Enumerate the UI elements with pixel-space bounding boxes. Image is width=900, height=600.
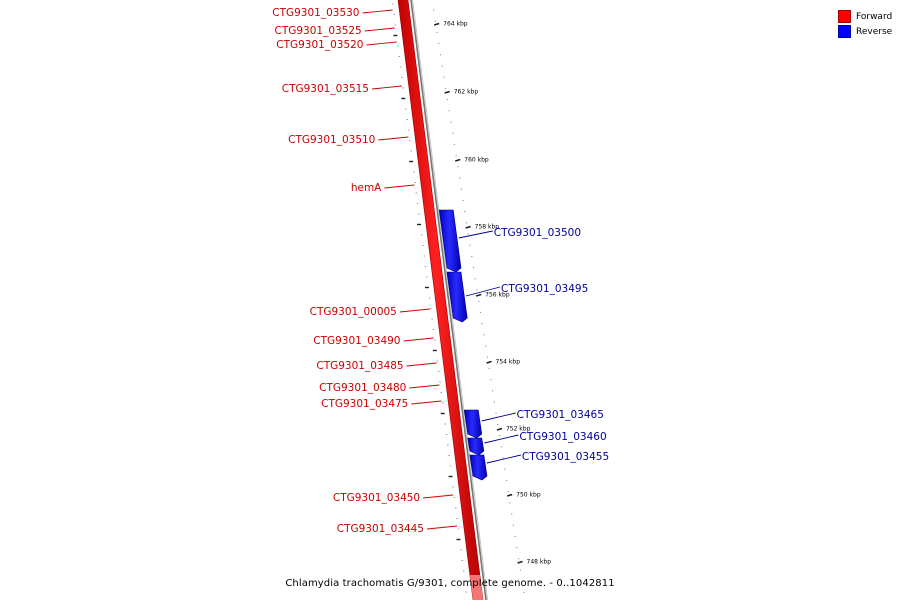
forward-gene-label[interactable]: CTG9301_03445 xyxy=(337,523,424,535)
reverse-gene-leader xyxy=(458,230,493,239)
forward-gene-leader xyxy=(423,494,454,499)
scale-label: 764 kbp xyxy=(443,21,468,28)
scale-label: 752 kbp xyxy=(506,426,531,433)
forward-gene-leader xyxy=(371,85,403,90)
genome-axis-line xyxy=(410,0,487,600)
legend-label-reverse: Reverse xyxy=(856,26,893,37)
reverse-gene-block[interactable] xyxy=(446,271,468,323)
scale-major-tick xyxy=(506,493,513,497)
genome-axis-shadow xyxy=(412,0,489,600)
scale-label: 748 kbp xyxy=(527,559,552,566)
reverse-swatch-icon xyxy=(838,25,851,38)
forward-gene-label[interactable]: CTG9301_03530 xyxy=(272,7,359,19)
forward-gene-label[interactable]: CTG9301_03475 xyxy=(321,398,408,410)
reverse-gene-block[interactable] xyxy=(467,437,485,456)
forward-gene-leader xyxy=(409,384,440,389)
forward-strand-band xyxy=(397,0,484,600)
reverse-gene-block[interactable] xyxy=(469,454,488,481)
scale-major-tick xyxy=(475,293,482,297)
forward-gene-leader xyxy=(362,9,393,14)
reverse-gene-label[interactable]: CTG9301_03495 xyxy=(501,283,588,295)
reverse-gene-block[interactable] xyxy=(463,409,483,439)
reverse-gene-leader xyxy=(481,412,516,422)
forward-strand-fade xyxy=(469,575,483,600)
scale-major-tick xyxy=(517,560,523,564)
scale-major-tick xyxy=(465,225,471,229)
forward-gene-leader xyxy=(411,400,442,405)
forward-gene-label[interactable]: CTG9301_00005 xyxy=(310,306,397,318)
scale-label: 758 kbp xyxy=(475,224,500,231)
scale-major-tick xyxy=(433,22,440,26)
scale-label: 756 kbp xyxy=(485,292,510,299)
reverse-gene-label[interactable]: CTG9301_03460 xyxy=(519,431,606,443)
forward-gene-label[interactable]: CTG9301_03450 xyxy=(333,492,420,504)
track-layer xyxy=(397,0,489,600)
legend: Forward Reverse xyxy=(838,9,898,39)
reverse-gene-label[interactable]: CTG9301_03455 xyxy=(522,451,609,463)
legend-item-forward[interactable]: Forward xyxy=(838,9,898,24)
forward-gene-leader xyxy=(426,525,458,530)
forward-swatch-icon xyxy=(838,10,851,23)
label-layer: 764 kbp 762 kbp 760 kbp 758 kbp 756 kbp 754 k… xyxy=(272,7,609,566)
reverse-gene-leader xyxy=(465,286,501,297)
forward-gene-leader xyxy=(384,184,415,189)
figure-caption: Chlamydia trachomatis G/9301, complete g… xyxy=(285,578,615,589)
scale-label: 750 kbp xyxy=(516,492,541,499)
forward-gene-label[interactable]: CTG9301_03490 xyxy=(313,335,400,347)
scale-label: 762 kbp xyxy=(454,89,479,96)
legend-item-reverse[interactable]: Reverse xyxy=(838,24,898,39)
reverse-gene-block[interactable] xyxy=(438,209,462,273)
scale-label: 754 kbp xyxy=(496,359,521,366)
forward-gene-label[interactable]: CTG9301_03515 xyxy=(282,83,369,95)
reverse-gene-label[interactable]: CTG9301_03500 xyxy=(494,227,581,239)
forward-gene-label[interactable]: CTG9301_03485 xyxy=(316,360,403,372)
forward-gene-label[interactable]: hemA xyxy=(351,182,382,194)
scale-major-tick xyxy=(444,90,450,94)
scale-major-tick xyxy=(496,427,503,431)
reverse-gene-leader xyxy=(484,434,519,444)
reverse-gene-leader xyxy=(486,454,521,464)
forward-gene-label[interactable]: CTG9301_03525 xyxy=(274,25,361,37)
forward-gene-leader xyxy=(366,41,397,46)
forward-gene-leader xyxy=(406,362,437,367)
forward-gene-label[interactable]: CTG9301_03510 xyxy=(288,134,375,146)
forward-gene-leader xyxy=(364,27,395,32)
scale-major-tick xyxy=(486,360,492,364)
forward-gene-label[interactable]: CTG9301_03520 xyxy=(276,39,363,51)
legend-label-forward: Forward xyxy=(856,11,893,22)
forward-gene-leader xyxy=(399,308,430,313)
scale-major-tick xyxy=(455,158,461,162)
forward-gene-leader xyxy=(378,136,409,141)
scale-label: 760 kbp xyxy=(464,157,489,164)
scale-ticks xyxy=(392,3,525,593)
forward-gene-label[interactable]: CTG9301_03480 xyxy=(319,382,406,394)
reverse-gene-label[interactable]: CTG9301_03465 xyxy=(517,409,604,421)
forward-gene-leader xyxy=(403,337,434,342)
